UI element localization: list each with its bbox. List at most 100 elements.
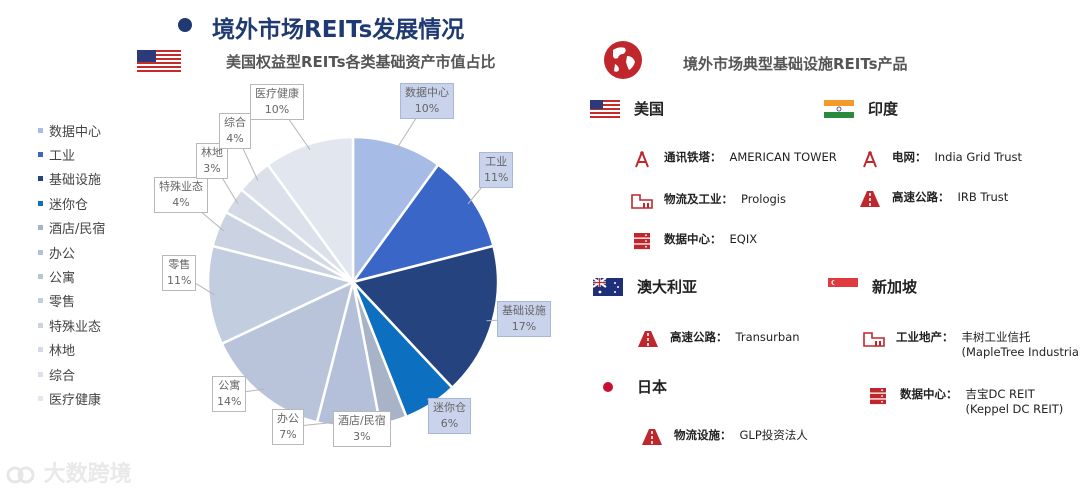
product-name-group: Prologis <box>741 192 786 207</box>
legend-swatch <box>38 225 43 231</box>
legend-item: 基础设施 <box>38 167 105 191</box>
slice-label-value: 3% <box>203 162 221 175</box>
slice-label-name: 特殊业态 <box>159 180 203 193</box>
slice-label-value: 3% <box>353 430 371 443</box>
legend-label: 基础设施 <box>49 173 102 189</box>
product-name-english: (Keppel DC REIT) <box>965 402 1064 416</box>
slice-label-name: 酒店/民宿 <box>338 414 386 427</box>
slice-label-value: 7% <box>279 428 297 441</box>
product-name-group: Transurban <box>736 330 800 345</box>
slice-label-name: 医疗健康 <box>255 87 299 100</box>
legend-label: 办公 <box>49 246 76 262</box>
legend-swatch <box>38 152 43 158</box>
slice-label: 综合 4% <box>219 113 251 149</box>
slice-label-value: 14% <box>217 395 242 408</box>
slice-label-name: 数据中心 <box>405 86 449 99</box>
watermark-logo-icon <box>6 464 36 486</box>
product-item: 通讯铁塔： AMERICAN TOWER <box>630 150 837 168</box>
highway-icon <box>636 330 660 348</box>
product-category: 物流设施： <box>674 428 732 442</box>
product-name: GLP投资法人 <box>739 428 808 442</box>
chart-legend: 数据中心 工业 基础设施 迷你仓 酒店/民宿 办公 公寓 零售 特殊业态 林地 综合 医疗健康 <box>38 118 105 411</box>
product-category: 电网： <box>892 150 927 164</box>
product-category: 数据中心： <box>900 387 958 401</box>
highway-icon <box>640 428 664 446</box>
slice-label-name: 林地 <box>201 146 223 159</box>
country-name: 澳大利亚 <box>637 278 698 296</box>
product-name: AMERICAN TOWER <box>729 150 837 164</box>
legend-label: 公寓 <box>49 271 76 287</box>
product-name: Prologis <box>741 192 786 206</box>
slice-label-value: 11% <box>167 274 192 287</box>
product-category: 数据中心： <box>664 232 722 246</box>
product-name-group: IRB Trust <box>958 190 1009 205</box>
legend-swatch <box>38 298 43 304</box>
legend-item: 特殊业态 <box>38 313 105 337</box>
pie-slice <box>349 162 495 285</box>
slice-label-name: 工业 <box>485 155 508 168</box>
country-australia: 澳大利亚 <box>593 276 697 297</box>
country-india: 印度 <box>824 98 898 119</box>
legend-swatch <box>38 347 43 353</box>
legend-swatch <box>38 274 43 280</box>
page-title: 境外市场REITs发展情况 <box>212 17 465 43</box>
product-item: 电网： India Grid Trust <box>858 150 1022 168</box>
warehouse-icon <box>862 330 886 348</box>
country-name: 新加坡 <box>872 278 918 296</box>
legend-item: 医疗健康 <box>38 386 105 410</box>
legend-label: 零售 <box>49 295 76 311</box>
country-name: 日本 <box>637 378 668 396</box>
product-name-group: EQIX <box>730 232 758 247</box>
pie-slice <box>351 135 440 286</box>
slice-label: 数据中心 10% <box>400 83 454 119</box>
slice-label-value: 11% <box>484 171 509 184</box>
slice-label-value: 4% <box>172 196 190 209</box>
slice-label: 林地 3% <box>196 143 228 179</box>
legend-swatch <box>38 371 43 377</box>
pie-chart <box>206 135 500 429</box>
pie-slice <box>266 135 355 286</box>
product-name: IRB Trust <box>957 190 1009 204</box>
product-category: 高速公路： <box>892 190 950 204</box>
legend-item: 综合 <box>38 362 105 386</box>
legend-item: 数据中心 <box>38 118 105 142</box>
legend-label: 特殊业态 <box>49 319 102 335</box>
country-us: 美国 <box>590 98 664 119</box>
chart-subtitle: 美国权益型REITs各类基础资产市值占比 <box>226 53 496 71</box>
legend-item: 零售 <box>38 289 105 313</box>
japan-flag-icon <box>593 377 623 396</box>
legend-item: 酒店/民宿 <box>38 216 105 240</box>
us-flag-icon <box>137 50 181 74</box>
country-name: 印度 <box>868 100 899 118</box>
title-bullet <box>178 18 192 32</box>
products-subtitle: 境外市场典型基础设施REITs产品 <box>683 55 908 73</box>
product-item: 高速公路： IRB Trust <box>858 190 1008 208</box>
legend-label: 酒店/民宿 <box>49 222 106 238</box>
slice-label: 零售 11% <box>162 255 197 291</box>
legend-item: 林地 <box>38 338 105 362</box>
legend-swatch <box>38 176 43 182</box>
india-flag-icon <box>824 99 854 118</box>
slice-label-name: 零售 <box>168 258 191 271</box>
slice-label: 基础设施 17% <box>497 301 551 337</box>
legend-label: 数据中心 <box>49 124 102 140</box>
product-name: EQIX <box>729 232 758 246</box>
highway-icon <box>858 190 882 208</box>
legend-swatch <box>38 395 43 401</box>
legend-swatch <box>38 249 43 255</box>
slice-label: 特殊业态 4% <box>154 177 208 213</box>
product-name: 丰树工业信托 <box>961 330 1031 344</box>
legend-label: 综合 <box>49 368 76 384</box>
product-name: 吉宝DC REIT <box>965 387 1035 401</box>
product-item: 数据中心： EQIX <box>630 232 757 250</box>
product-category: 高速公路： <box>670 330 728 344</box>
globe-icon <box>603 40 643 80</box>
product-item: 数据中心： 吉宝DC REIT (Keppel DC REIT) <box>866 387 1063 417</box>
tower-icon <box>630 150 654 168</box>
product-name-group: 吉宝DC REIT (Keppel DC REIT) <box>966 387 1064 417</box>
legend-item: 迷你仓 <box>38 191 105 215</box>
product-item: 高速公路： Transurban <box>636 330 800 348</box>
us-flag-icon <box>590 99 620 118</box>
slice-label: 医疗健康 10% <box>250 84 304 120</box>
